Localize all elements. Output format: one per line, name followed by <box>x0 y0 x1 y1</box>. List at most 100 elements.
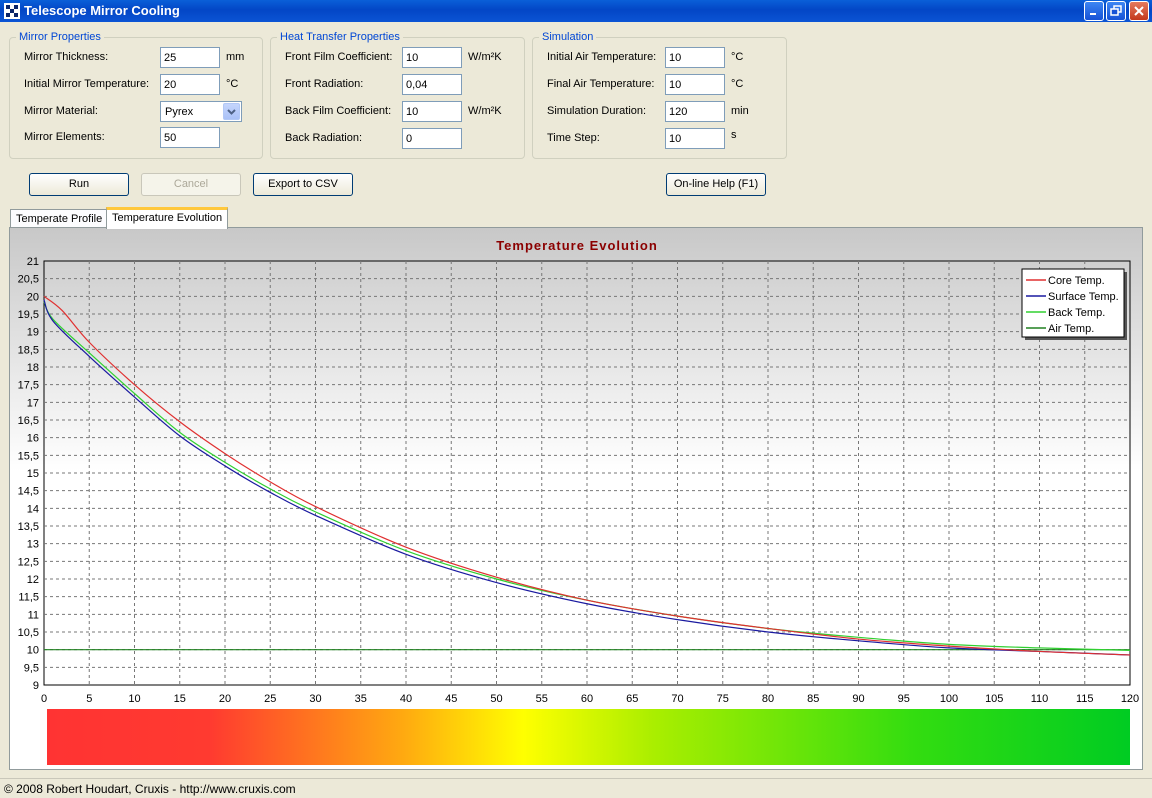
series-line-back-temp <box>43 301 1131 651</box>
y-tick-label: 16 <box>27 433 39 445</box>
tab-panel: Temperature Evolution 0 5 10 15 20 25 30 35 40 45 5… <box>9 227 1143 770</box>
close-button[interactable] <box>1129 1 1149 21</box>
series-line-surface-temp <box>43 299 1131 656</box>
y-tick-label: 17,5 <box>18 380 39 392</box>
y-tick-label: 14,5 <box>18 486 39 498</box>
y-tick-label: 13,5 <box>18 521 39 533</box>
y-tick-label: 15 <box>27 468 39 480</box>
final-air-temp-input[interactable] <box>665 74 725 95</box>
time-step-unit: s <box>731 129 737 141</box>
final-air-temp-unit: °C <box>731 78 744 90</box>
y-tick-label: 14 <box>27 503 39 515</box>
back-film-input[interactable] <box>402 101 462 122</box>
final-air-temp-label: Final Air Temperature: <box>547 78 655 90</box>
simulation-duration-input[interactable] <box>665 101 725 122</box>
simulation-duration-unit: min <box>731 105 749 117</box>
mirror-thickness-input[interactable] <box>160 47 220 68</box>
y-tick-label: 18 <box>27 362 39 374</box>
y-tick-label: 10,5 <box>18 627 39 639</box>
x-tick-label: 35 <box>355 693 367 705</box>
y-tick-label: 11,5 <box>18 592 39 604</box>
simulation-title: Simulation <box>542 31 594 43</box>
y-tick-label: 13 <box>27 539 39 551</box>
x-tick-label: 0 <box>41 693 47 705</box>
tab-temperature-evolution[interactable]: Temperature Evolution <box>106 207 229 229</box>
x-tick-label: 40 <box>400 693 412 705</box>
back-film-label: Back Film Coefficient: <box>285 105 392 117</box>
time-step-label: Time Step: <box>547 132 600 144</box>
x-tick-label: 55 <box>536 693 548 705</box>
chart-background <box>10 228 1142 769</box>
chart-title: Temperature Evolution <box>496 238 658 253</box>
y-tick-label: 11 <box>28 609 39 621</box>
y-tick-label: 19,5 <box>18 309 39 321</box>
x-tick-label: 115 <box>1076 693 1094 705</box>
x-tick-label: 80 <box>762 693 774 705</box>
x-tick-label: 120 <box>1121 693 1139 705</box>
y-tick-label: 9 <box>33 680 39 692</box>
export-csv-button[interactable]: Export to CSV <box>253 173 353 196</box>
title-bar: Telescope Mirror Cooling <box>0 0 1152 22</box>
x-tick-label: 15 <box>174 693 186 705</box>
mirror-thickness-label: Mirror Thickness: <box>24 51 109 63</box>
back-radiation-label: Back Radiation: <box>285 132 363 144</box>
y-tick-label: 12 <box>27 574 39 586</box>
x-tick-label: 45 <box>445 693 457 705</box>
back-radiation-input[interactable] <box>402 128 462 149</box>
y-tick-label: 15,5 <box>18 450 39 462</box>
initial-mirror-temp-label: Initial Mirror Temperature: <box>24 78 150 90</box>
cancel-button[interactable]: Cancel <box>141 173 241 196</box>
legend-label: Back Temp. <box>1048 307 1105 319</box>
mirror-properties-group: Mirror Properties <box>9 31 263 159</box>
status-bar: © 2008 Robert Houdart, Cruxis - http://w… <box>0 778 1152 798</box>
simulation-duration-label: Simulation Duration: <box>547 105 647 117</box>
run-button[interactable]: Run <box>29 173 129 196</box>
mirror-properties-title: Mirror Properties <box>19 31 101 43</box>
y-tick-label: 12,5 <box>18 556 39 568</box>
x-tick-label: 85 <box>807 693 819 705</box>
time-step-input[interactable] <box>665 128 725 149</box>
legend-label: Core Temp. <box>1048 275 1105 287</box>
y-tick-label: 21 <box>27 256 39 268</box>
online-help-button[interactable]: On-line Help (F1) <box>666 173 766 196</box>
initial-air-temp-unit: °C <box>731 51 744 63</box>
front-radiation-label: Front Radiation: <box>285 78 364 90</box>
y-tick-label: 9,5 <box>24 662 39 674</box>
initial-mirror-temp-unit: °C <box>226 78 239 90</box>
x-tick-label: 110 <box>1031 693 1049 705</box>
x-tick-label: 95 <box>898 693 910 705</box>
back-film-unit: W/m²K <box>468 105 502 117</box>
initial-mirror-temp-input[interactable] <box>160 74 220 95</box>
initial-air-temp-label: Initial Air Temperature: <box>547 51 657 63</box>
minimize-button[interactable] <box>1084 1 1104 21</box>
y-tick-label: 16,5 <box>18 415 39 427</box>
tab-temperate-profile[interactable]: Temperate Profile <box>10 209 109 229</box>
x-tick-label: 105 <box>985 693 1003 705</box>
front-radiation-input[interactable] <box>402 74 462 95</box>
front-film-input[interactable] <box>402 47 462 68</box>
mirror-elements-label: Mirror Elements: <box>24 131 105 143</box>
chevron-down-icon[interactable] <box>223 103 240 120</box>
mirror-material-label: Mirror Material: <box>24 105 98 117</box>
front-film-label: Front Film Coefficient: <box>285 51 393 63</box>
y-tick-label: 20,5 <box>18 274 39 286</box>
temperature-evolution-chart: Temperature Evolution 0 5 10 15 20 25 30 35 40 45 5… <box>10 228 1142 769</box>
window-title: Telescope Mirror Cooling <box>24 3 180 18</box>
x-tick-label: 10 <box>128 693 140 705</box>
legend-label: Surface Temp. <box>1048 291 1119 303</box>
mirror-elements-input[interactable] <box>160 127 220 148</box>
app-icon <box>4 3 20 19</box>
heat-transfer-group: Heat Transfer Properties <box>270 31 525 159</box>
initial-air-temp-input[interactable] <box>665 47 725 68</box>
heat-transfer-title: Heat Transfer Properties <box>280 31 400 43</box>
front-film-unit: W/m²K <box>468 51 502 63</box>
legend-label: Air Temp. <box>1048 323 1094 335</box>
y-tick-label: 17 <box>27 397 39 409</box>
x-tick-label: 50 <box>490 693 502 705</box>
y-tick-label: 20 <box>27 291 39 303</box>
maximize-button[interactable] <box>1106 1 1126 21</box>
series-line-core-temp <box>43 295 1131 656</box>
mirror-material-select[interactable]: Pyrex <box>160 101 242 122</box>
x-tick-label: 65 <box>626 693 638 705</box>
x-tick-label: 70 <box>671 693 683 705</box>
